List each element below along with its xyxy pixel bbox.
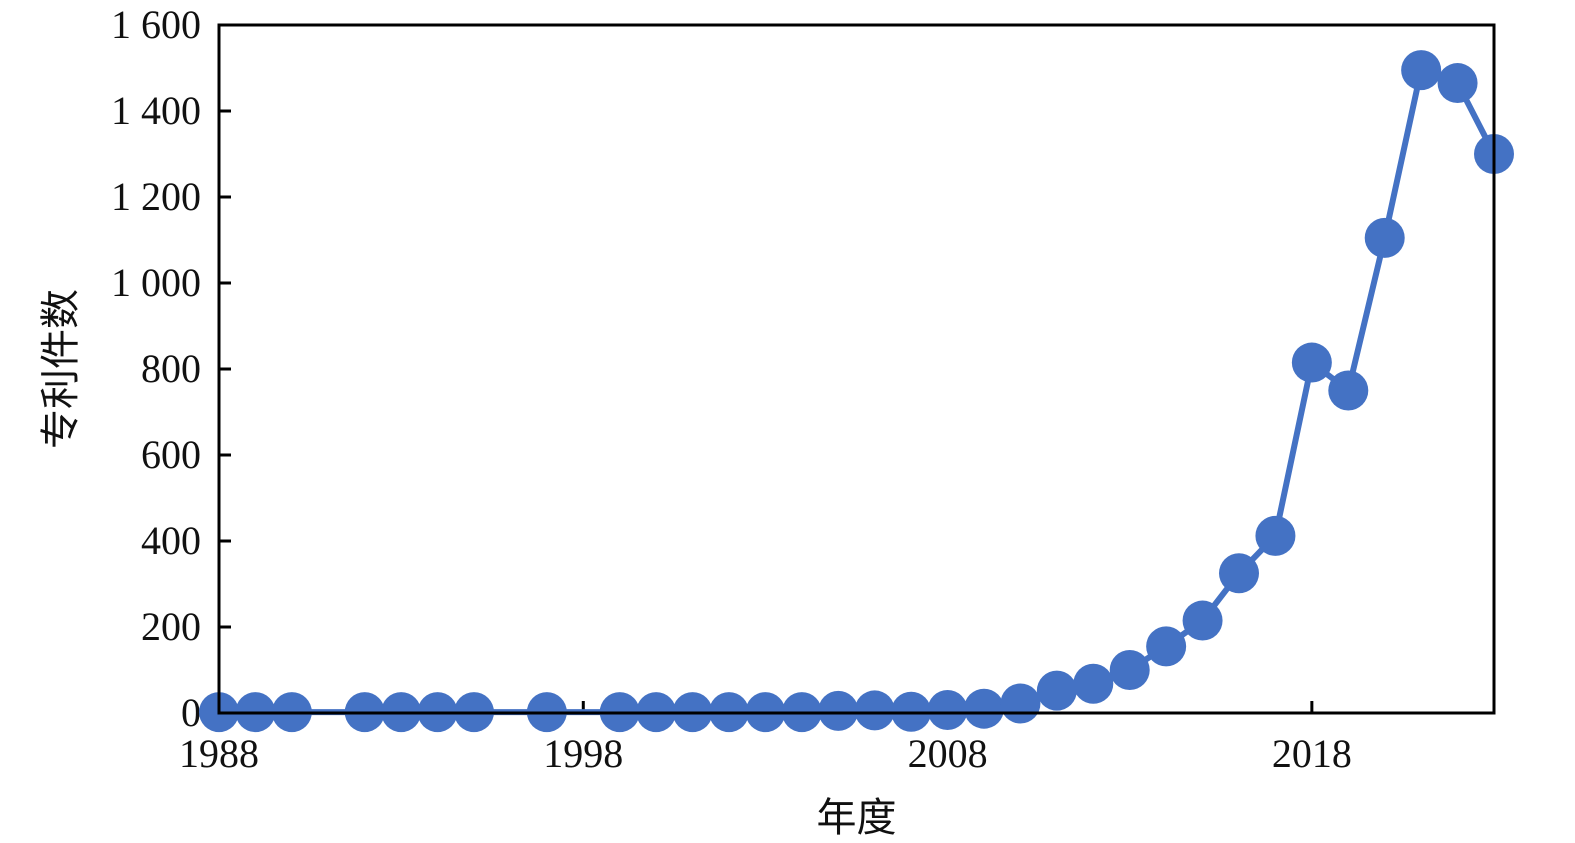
- y-tick-label: 0: [181, 690, 201, 735]
- data-point: [1109, 650, 1150, 690]
- data-point: [818, 690, 859, 731]
- plot-frame: [217, 23, 1496, 715]
- y-tick-label: 1 200: [111, 174, 201, 219]
- data-point: [1182, 600, 1223, 641]
- y-tick-label: 1 600: [111, 2, 201, 47]
- data-point: [1219, 553, 1259, 594]
- series-group: [199, 50, 1514, 733]
- data-point: [1036, 670, 1077, 711]
- y-tick-label: 800: [141, 346, 201, 391]
- data-point: [1401, 50, 1442, 91]
- data-point: [854, 690, 895, 731]
- data-point: [927, 689, 968, 730]
- series-line: [219, 67, 1497, 716]
- y-tick-label: 400: [141, 518, 201, 563]
- data-point: [964, 688, 1004, 729]
- data-point: [1437, 63, 1478, 104]
- x-tick-label: 1988: [179, 731, 259, 776]
- y-tick-label: 1 400: [111, 88, 201, 133]
- x-tick-label: 2008: [908, 731, 988, 776]
- data-point: [1291, 342, 1332, 383]
- axes-group: 0 200 400 600 800 1 000 1 200 1 400 1 600 1988 199…: [111, 2, 1352, 776]
- data-point: [1328, 370, 1369, 411]
- x-tick-label: 1998: [543, 731, 623, 776]
- data-point: [1255, 515, 1296, 556]
- y-tick-label: 1 000: [111, 260, 201, 305]
- y-axis-title: 专利件数: [38, 289, 84, 449]
- y-tick-label: 600: [141, 432, 201, 477]
- plot-frame-group: [217, 23, 1496, 715]
- data-point: [1364, 217, 1405, 258]
- data-point: [1000, 683, 1041, 724]
- x-tick-label: 2018: [1272, 731, 1352, 776]
- data-point: [1146, 626, 1187, 667]
- data-point: [1073, 663, 1114, 704]
- x-axis-title: 年度: [817, 795, 897, 841]
- y-tick-label: 200: [141, 604, 201, 649]
